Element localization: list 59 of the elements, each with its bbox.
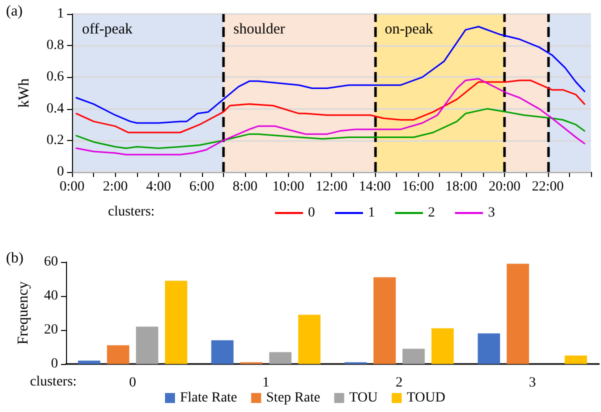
band-label: on-peak: [384, 22, 434, 38]
bar: [136, 326, 158, 364]
y-tick-label: 1: [57, 6, 64, 22]
bar: [164, 280, 188, 364]
y-tick-label: 0.8: [46, 38, 64, 54]
x-tick-label: 10:00: [272, 180, 304, 194]
line-series: [76, 108, 586, 150]
bar: [402, 348, 425, 364]
bar: [478, 333, 500, 364]
x-tick-label: 0: [129, 376, 136, 390]
legend-label: Flate Rate: [180, 390, 238, 406]
y-tick-label: 0: [51, 356, 58, 372]
bar: [298, 314, 321, 364]
text: (a): [6, 4, 23, 20]
x-tick-label: 20:00: [488, 180, 520, 194]
y-axis-title: Frequency: [16, 280, 32, 345]
x-tick-label: 6:00: [189, 180, 214, 194]
y-tick-label: 0.6: [46, 70, 64, 85]
legend-label: TOU: [349, 390, 378, 406]
bar: [431, 328, 454, 364]
y-tick-label: 0.4: [46, 101, 64, 116]
bar: [564, 356, 588, 364]
legend-label: 1: [368, 206, 375, 220]
y-tick-label: 0.2: [46, 132, 64, 148]
text: (b): [6, 250, 24, 266]
x-tick-label: 12:00: [316, 180, 348, 194]
x-tick-label: 18:00: [445, 180, 478, 194]
y-tick-label: 0: [57, 164, 64, 180]
band-label: off-peak: [82, 22, 134, 38]
y-axis-title: kWh: [16, 78, 32, 108]
x-tick-label: 0:00: [60, 180, 84, 194]
line-series: [76, 80, 586, 134]
legend-label: TOUD: [406, 390, 446, 406]
bar: [506, 264, 530, 364]
bar: [78, 360, 100, 364]
bar: [211, 340, 234, 364]
legend-title: clusters:: [108, 204, 155, 220]
x-tick-label: 22:00: [532, 180, 564, 194]
bar: [269, 352, 292, 364]
x-tick-label: 3: [528, 376, 536, 390]
x-tick-label: 4:00: [146, 180, 171, 194]
band-label: shoulder: [233, 22, 286, 38]
x-tick-label: 14:00: [358, 180, 391, 194]
bar: [106, 345, 130, 364]
x-tick-label: 2: [396, 376, 403, 390]
x-tick-label: 1: [262, 376, 270, 390]
y-tick-label: 40: [44, 288, 58, 304]
x-axis-title: clusters:: [30, 374, 77, 390]
legend-label: Step Rate: [266, 390, 320, 406]
bar: [373, 277, 396, 364]
y-tick-label: 60: [44, 254, 58, 270]
legend-label: 2: [428, 206, 435, 220]
x-tick-label: 8:00: [232, 180, 258, 194]
line-series: [76, 78, 586, 156]
x-tick-label: 16:00: [402, 180, 434, 194]
legend-label: 0: [308, 206, 315, 220]
x-tick-label: 2:00: [102, 180, 128, 194]
y-tick-label: 20: [44, 322, 58, 338]
legend-label: 3: [488, 206, 495, 220]
